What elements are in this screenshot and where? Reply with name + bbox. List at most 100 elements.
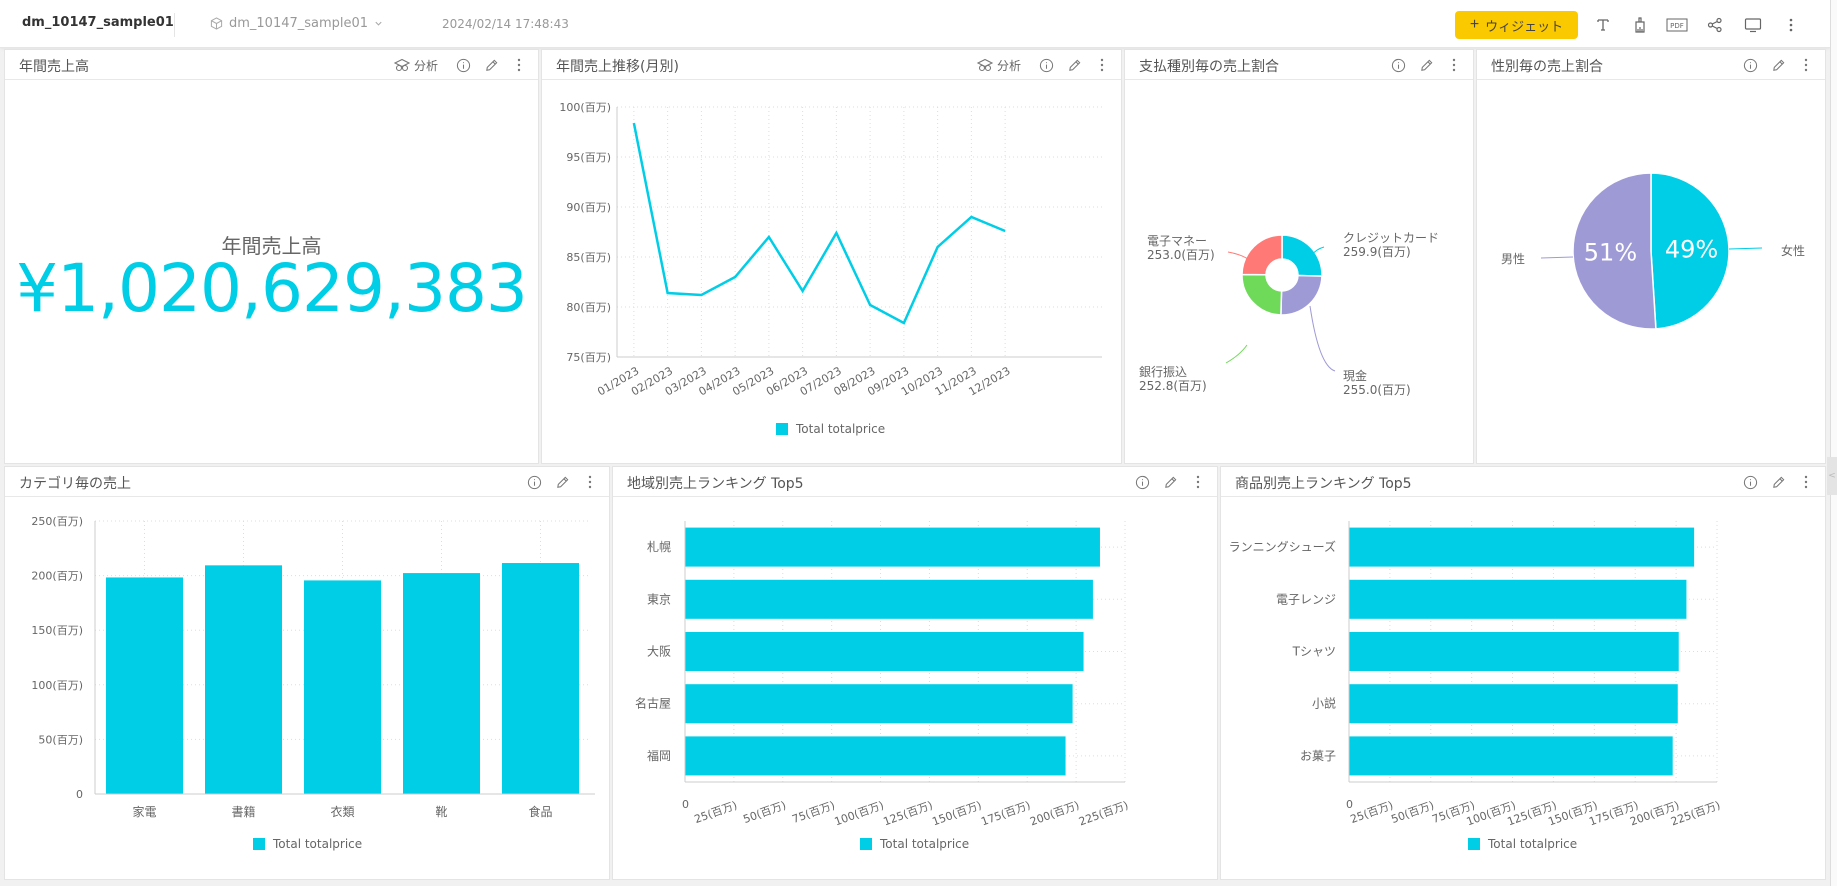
edit-pencil-icon[interactable] (482, 56, 500, 74)
analysis-button[interactable]: 分析 (393, 57, 438, 74)
monitor-icon[interactable] (1742, 14, 1764, 36)
info-icon[interactable] (1037, 56, 1055, 74)
widget-product-ranking: 商品別売上ランキング Top5 0 25(百万) 50(百万) 75(百万) 100(百… (1220, 466, 1826, 880)
svg-text:25(百万): 25(百万) (693, 799, 739, 826)
svg-text:PDF: PDF (1670, 22, 1684, 30)
svg-text:お菓子: お菓子 (1300, 749, 1336, 763)
edit-pencil-icon[interactable] (1065, 56, 1083, 74)
add-widget-button[interactable]: + ウィジェット (1455, 11, 1578, 39)
analysis-button[interactable]: 分析 (976, 57, 1021, 74)
info-icon[interactable] (1741, 473, 1759, 491)
svg-text:100(百万): 100(百万) (31, 679, 83, 692)
paint-brush-icon[interactable] (1629, 14, 1651, 36)
more-vertical-icon[interactable] (1797, 473, 1815, 491)
legend-label: Total totalprice (1488, 837, 1578, 851)
kpi-value: ¥1,020,629,383 (16, 250, 528, 327)
glasses-icon (976, 58, 994, 72)
analysis-label: 分析 (996, 58, 1021, 73)
svg-text:50(百万): 50(百万) (741, 799, 787, 826)
chart-legend[interactable]: Total totalprice (1468, 837, 1577, 851)
more-vertical-icon[interactable] (510, 56, 528, 74)
svg-text:85(百万): 85(百万) (566, 251, 611, 264)
chart-legend[interactable]: Total totalprice (253, 837, 362, 851)
more-vertical-icon[interactable] (1445, 56, 1463, 74)
svg-text:0: 0 (682, 798, 689, 811)
svg-text:253.0(百万): 253.0(百万) (1147, 248, 1215, 262)
svg-text:75(百万): 75(百万) (790, 799, 836, 826)
edit-pencil-icon[interactable] (1769, 56, 1787, 74)
category-bar-chart: 0 50(百万) 100(百万) 150(百万) 200(百万) 250(百万) 家電 書籍 衣… (31, 515, 595, 819)
svg-text:250(百万): 250(百万) (31, 515, 83, 528)
chart-legend[interactable]: Total totalprice (776, 422, 885, 436)
line-chart: 75(百万)80(百万)85(百万)90(百万)95(百万)100(百万)01/… (559, 101, 1102, 398)
legend-label: Total totalprice (796, 422, 886, 436)
svg-text:Tシャツ: Tシャツ (1292, 645, 1336, 659)
svg-text:小説: 小説 (1312, 696, 1336, 711)
legend-label: Total totalprice (880, 837, 970, 851)
info-icon[interactable] (1389, 56, 1407, 74)
kpi-label: 年間売上高 (221, 234, 322, 258)
widget-monthly-sales-trend: 年間売上推移(月別) 分析 75(百万) 80(百万) 85(百万) 90(百万) 95… (541, 49, 1122, 464)
widget-header: カテゴリ毎の売上 (5, 467, 609, 497)
more-vertical-icon[interactable] (1093, 56, 1111, 74)
svg-text:書籍: 書籍 (231, 804, 255, 819)
add-widget-label: ウィジェット (1485, 18, 1564, 34)
edit-pencil-icon[interactable] (1769, 473, 1787, 491)
svg-text:90(百万): 90(百万) (566, 201, 611, 214)
svg-text:225(百万): 225(百万) (1077, 799, 1130, 829)
widget-header: 年間売上推移(月別) 分析 (542, 50, 1121, 80)
legend-swatch (860, 838, 872, 850)
datasource-dropdown[interactable]: dm_10147_sample01 (210, 16, 383, 31)
svg-text:0: 0 (76, 788, 83, 801)
edit-pencil-icon[interactable] (1161, 473, 1179, 491)
info-icon[interactable] (1741, 56, 1759, 74)
chart-legend[interactable]: Total totalprice (860, 837, 969, 851)
svg-text:100(百万): 100(百万) (559, 101, 611, 114)
widget-title: カテゴリ毎の売上 (19, 476, 131, 492)
info-icon[interactable] (525, 473, 543, 491)
svg-text:252.8(百万): 252.8(百万) (1139, 379, 1207, 393)
svg-text:名古屋: 名古屋 (635, 696, 671, 711)
svg-text:0: 0 (1346, 798, 1353, 811)
vertical-scrollbar[interactable] (1830, 0, 1837, 886)
svg-text:259.9(百万): 259.9(百万) (1343, 245, 1411, 259)
widget-header: 支払種別毎の売上割合 (1125, 50, 1473, 80)
more-vertical-icon[interactable] (1780, 14, 1802, 36)
last-updated-timestamp: 2024/02/14 17:48:43 (442, 17, 569, 31)
legend-swatch (1468, 838, 1480, 850)
svg-text:150(百万): 150(百万) (31, 624, 83, 637)
svg-text:200(百万): 200(百万) (31, 570, 83, 583)
svg-text:51%: 51% (1584, 238, 1637, 266)
widget-header: 地域別売上ランキング Top5 (613, 467, 1217, 497)
divider (174, 13, 175, 37)
svg-text:東京: 東京 (647, 592, 671, 606)
svg-text:75(百万): 75(百万) (566, 351, 611, 364)
more-vertical-icon[interactable] (581, 473, 599, 491)
edit-pencil-icon[interactable] (1417, 56, 1435, 74)
svg-text:200(百万): 200(百万) (1028, 799, 1081, 829)
edit-pencil-icon[interactable] (553, 473, 571, 491)
svg-text:50(百万): 50(百万) (38, 733, 83, 746)
svg-text:50(百万): 50(百万) (1389, 799, 1435, 826)
text-icon[interactable] (1592, 14, 1614, 36)
widget-payment-type-share: 支払種別毎の売上割合 クレジットカード 259.9(百万) 現金 255.0(百万) 銀… (1124, 49, 1474, 464)
svg-text:25(百万): 25(百万) (1349, 799, 1395, 826)
info-icon[interactable] (454, 56, 472, 74)
svg-text:49%: 49% (1665, 236, 1718, 264)
side-panel-toggle[interactable]: < (1827, 457, 1837, 495)
top-toolbar: dm_10147_sample01 dm_10147_sample01 2024… (0, 0, 1830, 48)
glasses-icon (393, 58, 411, 72)
more-vertical-icon[interactable] (1189, 473, 1207, 491)
plus-icon: + (1469, 16, 1480, 33)
svg-text:175(百万): 175(百万) (979, 799, 1032, 829)
info-icon[interactable] (1133, 473, 1151, 491)
legend-swatch (776, 423, 788, 435)
product-bar-chart: 025(百万)50(百万)75(百万)100(百万)125(百万)150(百万)… (1229, 521, 1722, 828)
svg-text:95(百万): 95(百万) (566, 151, 611, 164)
widget-title: 年間売上推移(月別) (556, 59, 679, 75)
more-vertical-icon[interactable] (1797, 56, 1815, 74)
pdf-icon[interactable]: PDF (1666, 14, 1688, 36)
svg-text:男性: 男性 (1501, 252, 1525, 266)
share-icon[interactable] (1704, 14, 1726, 36)
